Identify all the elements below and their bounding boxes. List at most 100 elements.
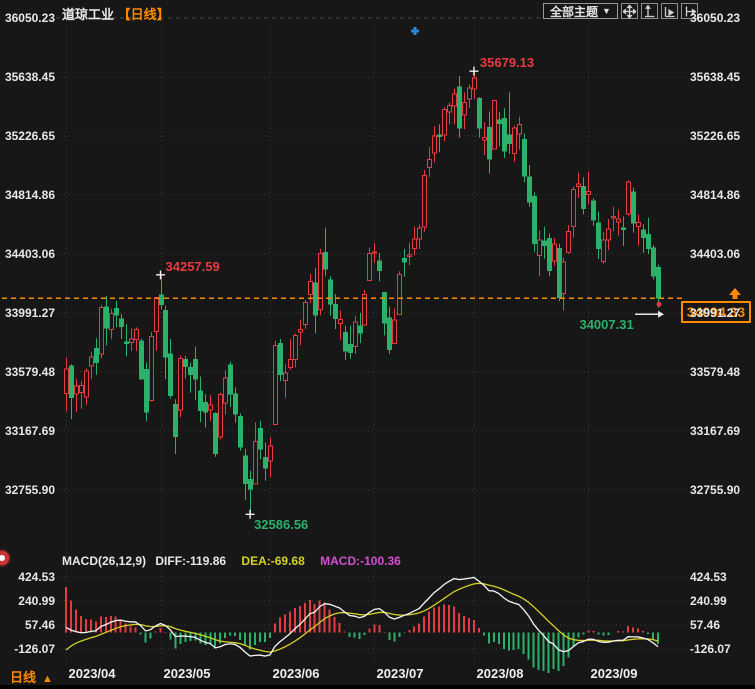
price-annotation: 35679.13 xyxy=(479,55,535,71)
candle-body xyxy=(318,252,323,311)
price-annotation: 34007.31 xyxy=(579,316,634,332)
macd-params-label: MACD(26,12,9) xyxy=(62,554,147,568)
candle-body xyxy=(407,254,412,258)
candle-body xyxy=(79,385,84,393)
chart-title: 道琼工业 【日线】 xyxy=(62,4,170,23)
candle-body xyxy=(173,404,178,438)
y-axis-tick-label: 35226.65 xyxy=(4,129,55,143)
candle-body xyxy=(243,455,248,485)
scale-x-axis-button[interactable] xyxy=(660,3,678,19)
candle-body xyxy=(104,306,109,329)
scale-y-axis-button[interactable] xyxy=(640,3,658,19)
candle-body xyxy=(492,100,497,150)
candle-body xyxy=(467,87,472,100)
candle-body xyxy=(343,332,348,352)
x-axis-month-label: 2023/04 xyxy=(68,666,116,681)
candle-body xyxy=(268,445,273,462)
candle-body xyxy=(139,340,144,380)
candle-body xyxy=(293,335,298,360)
x-axis-month-label: 2023/05 xyxy=(163,666,211,681)
candle-body xyxy=(641,229,646,239)
candle-body xyxy=(178,357,183,411)
candle-body xyxy=(636,221,641,228)
candle-body xyxy=(333,304,338,320)
candle-body xyxy=(183,358,188,367)
candle-body xyxy=(168,353,173,397)
candle-body xyxy=(313,282,318,316)
candle-body xyxy=(442,109,447,136)
shift-right-button[interactable] xyxy=(680,3,698,19)
candle-body xyxy=(571,189,576,228)
y-axis-tick-label: 35226.65 xyxy=(690,129,741,143)
annotations-layer xyxy=(2,27,684,519)
candle-body xyxy=(149,336,154,401)
candle-body xyxy=(392,319,397,345)
candle-body xyxy=(238,416,243,448)
candle-body xyxy=(611,216,616,219)
macd-axis-tick-label: -126.07 xyxy=(690,641,731,656)
candle-body xyxy=(522,138,527,177)
x-axis-month-label: 2023/08 xyxy=(476,666,524,681)
candle-body xyxy=(248,478,253,490)
macd-axis-tick-label: 57.46 xyxy=(690,617,721,632)
candle-body xyxy=(69,365,74,398)
candle-body xyxy=(288,359,293,368)
candle-body xyxy=(328,279,333,305)
move-chart-button[interactable] xyxy=(620,3,638,19)
candle-body xyxy=(566,231,571,254)
candle-body xyxy=(89,356,94,367)
candle-body xyxy=(193,359,198,380)
y-axis-tick-label: 33991.27 xyxy=(690,306,741,320)
macd-header: MACD(26,12,9) DIFF:-119.86 DEA:-69.68 MA… xyxy=(62,554,401,568)
y-axis-tick-label: 36050.23 xyxy=(690,11,741,25)
candle-body xyxy=(377,260,382,271)
theme-dropdown-label: 全部主题 xyxy=(550,4,599,19)
candle-body xyxy=(298,328,303,333)
candle-body xyxy=(213,412,218,454)
candle-body xyxy=(487,126,492,160)
candle-body xyxy=(228,364,233,395)
candle-body xyxy=(253,441,258,485)
candle-body xyxy=(656,266,661,299)
y-axis-tick-label: 33991.27 xyxy=(4,306,55,320)
candle-body xyxy=(397,273,402,315)
candle-body xyxy=(542,240,547,246)
candle-body xyxy=(432,135,437,154)
macd-axis-tick-label: 57.46 xyxy=(24,617,55,632)
price-annotation: 32586.56 xyxy=(254,517,309,533)
candle-body xyxy=(581,186,586,209)
last-price-dot xyxy=(656,301,662,307)
move-icon xyxy=(622,4,636,18)
candle-body xyxy=(208,404,213,411)
candle-body xyxy=(412,238,417,249)
y-axis-tick-label: 33579.48 xyxy=(690,365,741,379)
candle-body xyxy=(308,280,313,296)
candle-body xyxy=(323,252,328,270)
candle-body xyxy=(447,105,452,113)
candle-body xyxy=(517,123,522,135)
y-axis-tick-label: 34403.06 xyxy=(690,247,741,261)
candle-body xyxy=(134,329,139,341)
swing-cross-marker xyxy=(469,66,479,76)
y-axis-tick-label: 35638.45 xyxy=(690,70,741,84)
footer-period[interactable]: 日线 ▲ xyxy=(10,667,53,686)
candle-body xyxy=(402,257,407,263)
candle-body xyxy=(387,317,392,351)
y-axis-tick-label: 35638.45 xyxy=(4,70,55,84)
candle-body xyxy=(507,134,512,144)
candle-body xyxy=(109,313,114,331)
candle-body xyxy=(223,377,228,404)
candle-body xyxy=(129,338,134,343)
swing-cross-marker xyxy=(245,509,255,519)
candle-body xyxy=(273,345,278,426)
candle-body xyxy=(422,174,427,228)
arrow-annotation-head xyxy=(658,310,665,318)
candle-body xyxy=(382,291,387,324)
theme-dropdown[interactable]: 全部主题 ▼ xyxy=(543,3,618,19)
candle-body xyxy=(159,294,164,305)
indicator-settings-icon[interactable] xyxy=(0,551,9,565)
candle-body xyxy=(119,318,124,328)
price-up-arrow-icon xyxy=(729,288,741,299)
